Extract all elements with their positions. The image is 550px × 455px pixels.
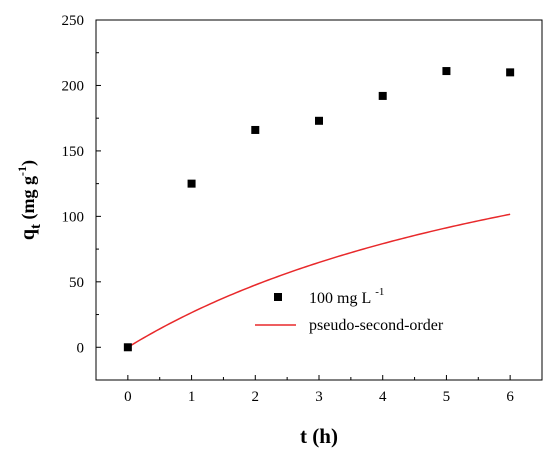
data-point <box>442 67 451 76</box>
x-tick-label: 1 <box>188 389 196 405</box>
x-tick-label: 0 <box>124 389 132 405</box>
y-tick-label: 150 <box>62 144 85 160</box>
y-axis-title-unit-sup: -1 <box>15 166 29 176</box>
y-tick-label: 0 <box>77 340 85 356</box>
legend-marker-data <box>274 293 282 301</box>
legend-label-data-name: 100 mg L <box>309 290 371 307</box>
data-point <box>187 179 196 188</box>
y-axis-title-unit-close: ) <box>18 160 39 166</box>
fit-curve <box>127 213 511 348</box>
y-axis-title-base: q <box>17 229 39 240</box>
axis-ticks <box>95 19 543 381</box>
data-point <box>506 68 515 77</box>
y-tick-label: 250 <box>62 13 85 29</box>
x-axis-title: t (h) <box>300 424 338 448</box>
y-tick-label: 200 <box>62 78 85 94</box>
y-tick-label: 100 <box>62 209 85 225</box>
x-tick-labels: 0 1 2 3 4 5 6 <box>124 389 514 405</box>
y-axis-title: qt (mg g-1) <box>15 160 44 240</box>
y-tick-labels: 0 50 100 150 200 250 <box>62 13 85 356</box>
x-tick-label: 3 <box>315 389 323 405</box>
y-axis-title-unit: (mg g <box>18 176 39 224</box>
data-point <box>315 116 323 125</box>
x-tick-label: 6 <box>506 389 514 405</box>
legend-label-data: 100 mg L -1 <box>309 286 384 307</box>
x-tick-label: 4 <box>379 389 387 405</box>
legend-label-data-sup: -1 <box>375 286 384 298</box>
x-tick-label: 2 <box>252 389 260 405</box>
legend: 100 mg L -1 pseudo-second-order <box>255 286 444 334</box>
x-tick-label: 5 <box>443 389 451 405</box>
data-point <box>378 91 387 100</box>
y-axis-title-sub: t <box>28 224 44 229</box>
data-point <box>123 343 132 352</box>
fit-series <box>127 213 511 348</box>
data-point <box>251 125 260 134</box>
data-series <box>123 67 515 352</box>
y-tick-label: 50 <box>69 275 84 291</box>
legend-label-fit: pseudo-second-order <box>309 317 444 334</box>
